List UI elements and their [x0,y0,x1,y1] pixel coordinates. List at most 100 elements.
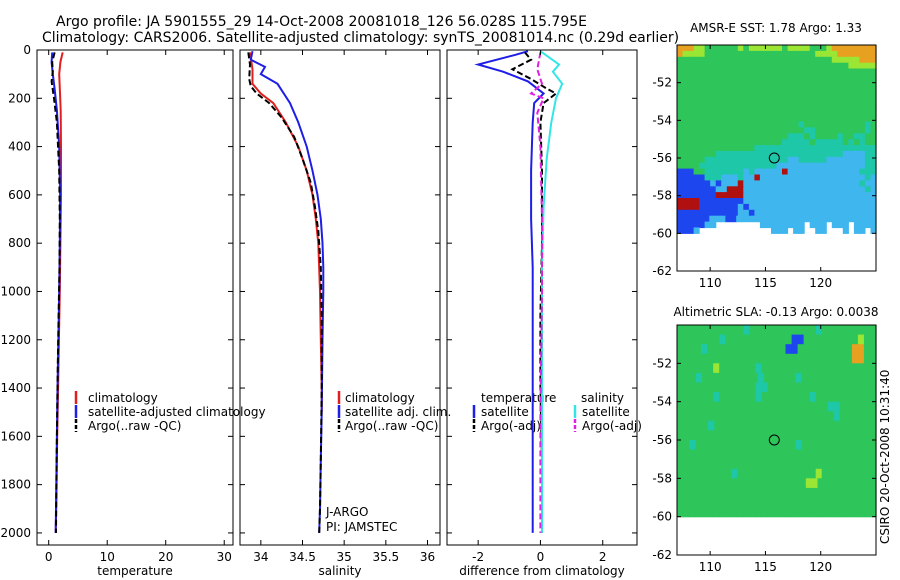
map-cell [864,109,871,117]
map-cell [713,363,720,374]
map-cell [765,209,772,217]
map-cell [859,74,866,81]
map-cell [771,150,778,158]
map-cell [688,139,695,146]
map-cell [695,401,702,412]
map-cell [870,209,877,217]
map-cell [864,45,871,52]
map-cell [809,103,816,111]
map-cell [677,45,684,52]
map-cell [721,168,728,176]
map-cell [795,372,802,384]
map-cell [708,420,715,431]
map-cell [844,459,852,470]
map-cell [695,449,702,460]
map-cell [748,168,755,176]
map-cell [682,80,689,87]
y-tick-label: -62 [652,264,672,278]
map-cell [731,449,738,460]
map-cell [683,497,690,508]
map-cell [851,392,859,403]
map-cell [699,186,706,193]
map-cell [787,109,794,117]
map-cell [787,98,794,105]
map-cell [721,174,728,181]
map-cell [820,109,827,117]
map-cell [776,156,783,164]
map-cell [844,440,852,451]
map-cell [715,162,722,170]
map-cell [682,150,689,158]
map-cell [809,68,816,75]
map-cell [725,363,732,374]
map-cell [710,127,717,134]
map-cell [869,487,877,499]
map-cell [704,221,711,229]
map-cell [831,174,838,181]
map-cell [848,145,855,152]
map-cell [693,68,700,75]
map-cell [699,121,706,128]
map-cell [689,334,696,345]
map-cell [831,62,838,70]
map-cell [826,186,833,193]
map-cell [827,344,835,355]
map-cell [852,478,860,489]
map-cell [820,203,827,211]
map-cell [797,344,805,355]
map-cell [710,139,717,146]
map-cell [787,192,794,199]
map-cell [737,392,744,403]
map-cell [733,487,740,499]
map-cell [782,50,789,58]
map-cell [782,203,789,211]
map-cell [809,401,817,412]
map-cell [842,56,849,64]
map-cell [870,62,877,70]
map-cell [743,186,750,193]
map-cell [748,180,755,187]
map-cell [782,145,789,152]
map-cell [732,198,739,205]
map-cell [851,372,858,384]
map-cell [791,507,799,518]
map-cell [726,68,733,75]
map-cell [715,209,722,217]
map-cell [853,98,860,105]
map-cell [859,215,866,223]
map-cell [682,98,689,105]
map-cell [798,103,805,111]
map-cell [848,168,855,176]
map-cell [859,168,866,176]
map-cell [859,56,866,64]
map-cell [804,50,811,58]
map-cell [693,139,700,146]
map-cell [848,103,855,111]
map-cell [743,92,750,99]
map-cell [715,68,722,75]
map-cell [833,215,839,223]
map-cell [839,507,847,518]
map-cell [788,420,796,431]
map-cell [779,215,786,223]
map-cell [688,209,695,217]
map-cell [800,215,807,223]
map-cell [699,127,706,134]
map-cell [826,62,833,70]
map-cell [682,133,689,140]
map-cell [809,186,816,193]
map-cell [755,468,762,479]
map-cell [683,334,690,345]
map-cell [848,86,855,93]
map-cell [815,180,822,187]
map-cell [782,121,789,128]
map-cell [755,497,762,508]
map-cell [688,56,695,64]
map-cell [741,478,748,489]
map-cell [721,133,728,140]
map-cell [822,215,829,223]
map-cell [831,150,838,158]
map-cell [857,325,865,336]
map-cell [709,215,716,223]
map-cell [715,103,722,111]
